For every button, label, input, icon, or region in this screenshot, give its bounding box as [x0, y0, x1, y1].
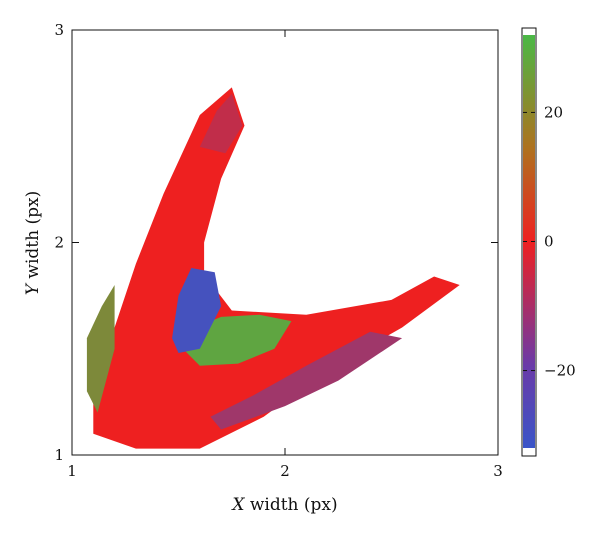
x-axis-label-var: X [230, 495, 245, 515]
heatmap-cells [86, 87, 460, 449]
colorbar-frame [521, 27, 537, 457]
x-tick-label: 2 [280, 462, 290, 480]
x-tick-label: 1 [67, 462, 77, 480]
colorbar-tick-label: −20 [544, 362, 576, 380]
x-axis-label: X width (px) [230, 495, 337, 515]
colorbar-tick-label: 0 [544, 233, 554, 251]
colorbar: 20 0 −20 [521, 27, 576, 457]
x-axis: 1 2 3 [67, 30, 503, 480]
x-axis-label-rest: width (px) [244, 495, 337, 515]
region-purple-upper-tip [199, 93, 243, 154]
y-axis-label-var: Y [23, 282, 43, 295]
y-tick-label: 3 [54, 21, 64, 39]
y-axis-label: Y width (px) [23, 191, 43, 295]
colorbar-gradient [523, 35, 535, 448]
region-blue-inner [172, 268, 222, 353]
y-tick-label: 1 [54, 446, 64, 464]
region-green-left-edge [86, 285, 115, 413]
x-tick-label: 3 [493, 462, 503, 480]
colorbar-tick-label: 20 [544, 103, 563, 121]
colorbar-ticks: 20 0 −20 [523, 103, 576, 380]
region-purple-lower-arm [210, 331, 403, 430]
region-red-band [93, 87, 460, 449]
y-axis-label-rest: width (px) [23, 191, 43, 284]
y-axis: 1 2 3 [54, 21, 498, 464]
y-tick-label: 2 [54, 234, 64, 252]
